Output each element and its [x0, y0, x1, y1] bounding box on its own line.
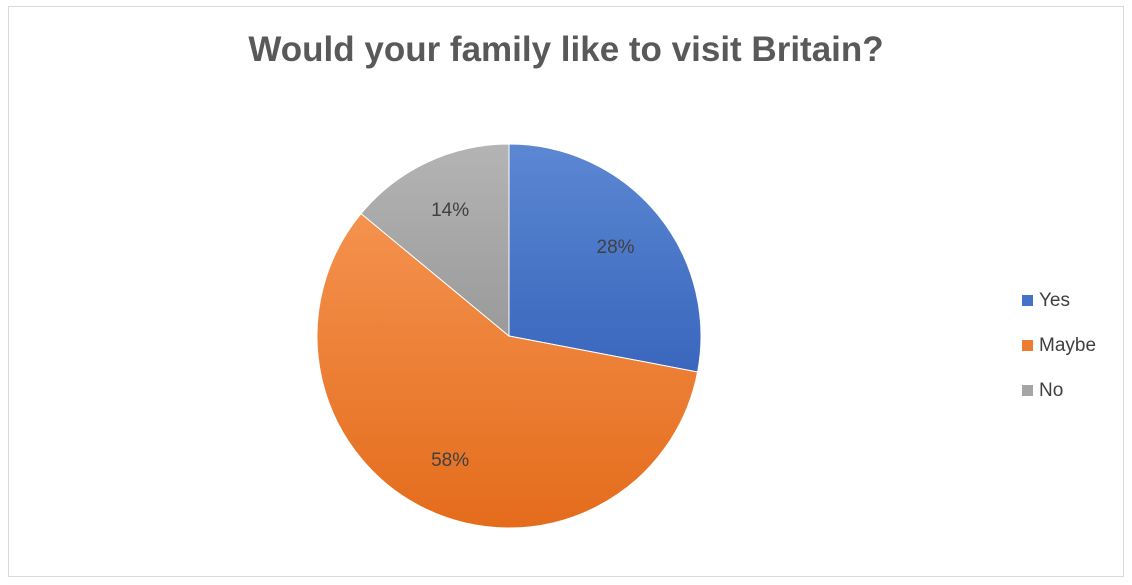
data-label-no: 14% — [431, 200, 469, 221]
data-label-yes: 28% — [597, 237, 635, 258]
pie-slice-maybe — [316, 212, 699, 529]
pie-slice-yes — [508, 143, 702, 373]
legend-swatch-no — [1022, 385, 1033, 396]
legend-swatch-maybe — [1022, 340, 1033, 351]
legend-item-yes: Yes — [1022, 278, 1096, 323]
legend-label-yes: Yes — [1039, 289, 1070, 311]
legend-swatch-yes — [1022, 295, 1033, 306]
data-label-maybe: 58% — [431, 450, 469, 471]
legend-label-maybe: Maybe — [1039, 334, 1097, 356]
legend-label-no: No — [1039, 379, 1064, 401]
pie-slice-no — [360, 143, 510, 338]
legend-item-no: No — [1022, 368, 1096, 413]
legend: Yes Maybe No — [1022, 278, 1096, 413]
legend-item-maybe: Maybe — [1022, 323, 1096, 368]
chart-title: Would your family like to visit Britain? — [248, 30, 884, 69]
